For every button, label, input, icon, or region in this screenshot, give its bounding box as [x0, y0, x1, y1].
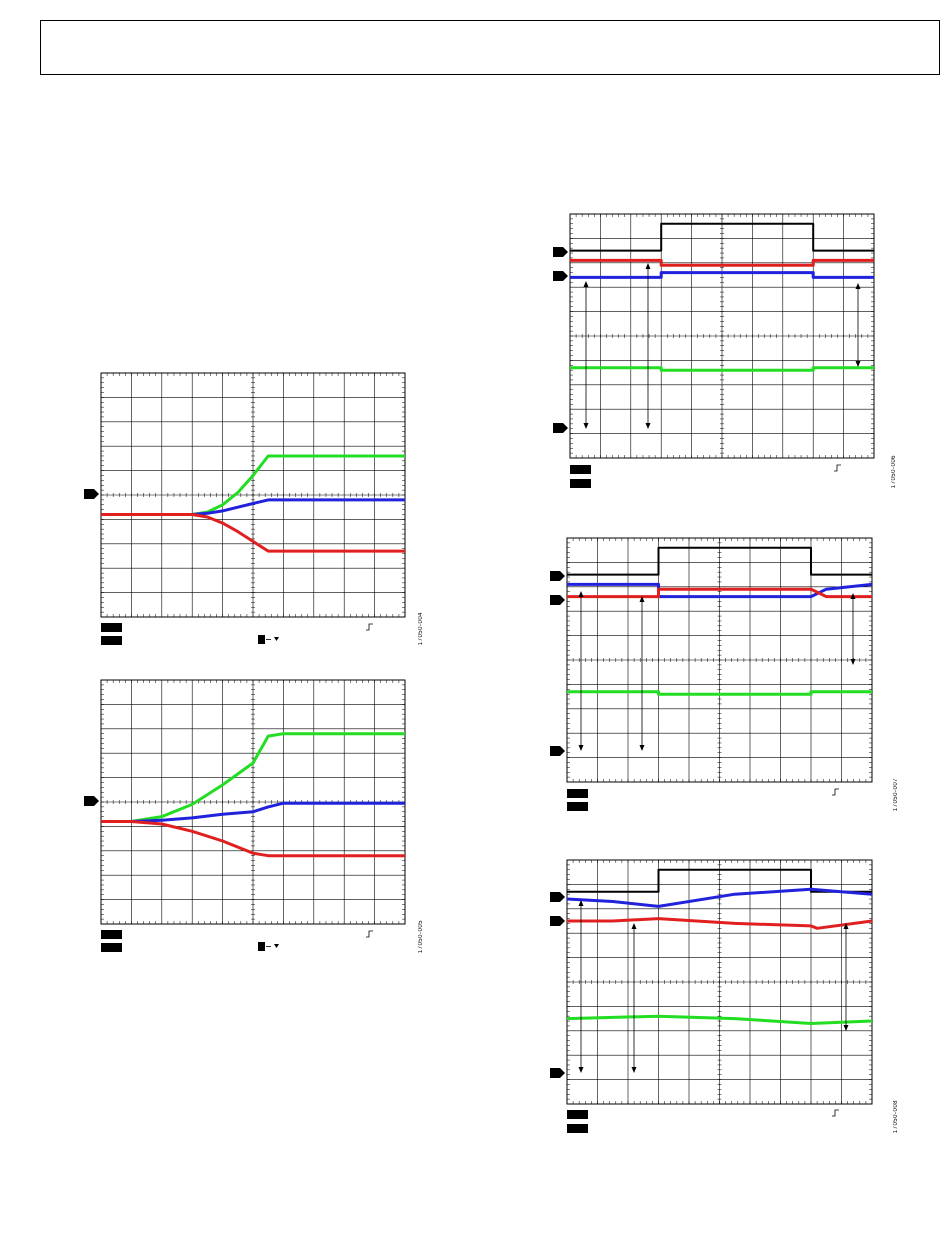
series-line-blue	[101, 801, 405, 823]
measure-arrow-head	[645, 423, 651, 429]
channel-label-block	[101, 623, 122, 632]
series-line-green	[570, 366, 874, 372]
channel-marker-icon	[84, 489, 99, 499]
measure-arrow-head	[855, 361, 861, 367]
channel-label-block	[567, 1110, 588, 1119]
channel-marker-icon	[550, 1068, 565, 1078]
series-line-blue	[567, 582, 873, 599]
channel-marker-icon	[550, 595, 565, 605]
series-line-green	[567, 690, 872, 696]
series-line-black	[567, 546, 872, 576]
trigger-edge-icon	[366, 623, 373, 631]
channel-marker-icon	[550, 916, 565, 926]
channel-label-block	[567, 802, 588, 811]
trigger-edge-icon	[834, 464, 841, 472]
series-line-blue	[570, 271, 874, 279]
cursor-arrow-icon	[274, 637, 279, 641]
measure-arrow-head	[843, 1025, 849, 1031]
trigger-edge-icon	[832, 788, 839, 796]
measure-arrow-head	[631, 1067, 637, 1073]
page-header-box	[40, 20, 940, 75]
channel-label-block	[101, 943, 122, 952]
channel-label-block	[567, 789, 588, 798]
measure-arrow-head	[639, 596, 645, 602]
series-line-red	[567, 587, 872, 599]
channel-marker-icon	[553, 247, 568, 257]
cursor-marker-icon	[258, 635, 265, 644]
channel-marker-icon	[550, 571, 565, 581]
trigger-edge-icon	[832, 1109, 839, 1117]
measure-arrow-head	[631, 923, 637, 929]
series-line-black	[567, 868, 872, 893]
measure-arrow-head	[850, 593, 856, 599]
measure-arrow-head	[578, 900, 584, 906]
measure-arrow-head	[578, 745, 584, 751]
measure-arrow-head	[639, 745, 645, 751]
series-line-red	[570, 258, 874, 267]
oscilloscope-plot	[100, 679, 406, 925]
channel-marker-icon	[550, 892, 565, 902]
channel-label-block	[567, 1124, 588, 1133]
measure-arrow-head	[645, 263, 651, 269]
channel-label-block	[570, 465, 591, 474]
series-line-black	[570, 222, 874, 252]
cursor-marker-icon	[258, 942, 265, 951]
measure-arrow-head	[855, 283, 861, 289]
series-line-green	[566, 1014, 873, 1025]
channel-marker-icon	[84, 796, 99, 806]
oscilloscope-plot	[100, 372, 406, 618]
channel-marker-icon	[550, 746, 565, 756]
series-line-red	[567, 917, 873, 930]
channel-label-block	[101, 930, 122, 939]
series-line-red	[101, 820, 405, 858]
measure-arrow-head	[578, 591, 584, 597]
measure-arrow-head	[583, 423, 589, 429]
series-line-red	[101, 513, 405, 553]
measure-arrow-head	[850, 659, 856, 665]
channel-label-block	[101, 636, 122, 645]
oscilloscope-plot	[569, 213, 875, 459]
measure-arrow-head	[583, 281, 589, 287]
cursor-arrow-icon	[274, 944, 279, 948]
channel-marker-icon	[553, 423, 568, 433]
measure-arrow-head	[843, 923, 849, 929]
oscilloscope-plot	[566, 537, 873, 783]
oscilloscope-plot	[566, 859, 873, 1105]
series-line-blue	[566, 887, 873, 908]
channel-marker-icon	[553, 271, 568, 281]
series-line-green	[101, 732, 405, 823]
trigger-edge-icon	[366, 930, 373, 938]
measure-arrow-head	[578, 1067, 584, 1073]
channel-label-block	[570, 479, 591, 488]
